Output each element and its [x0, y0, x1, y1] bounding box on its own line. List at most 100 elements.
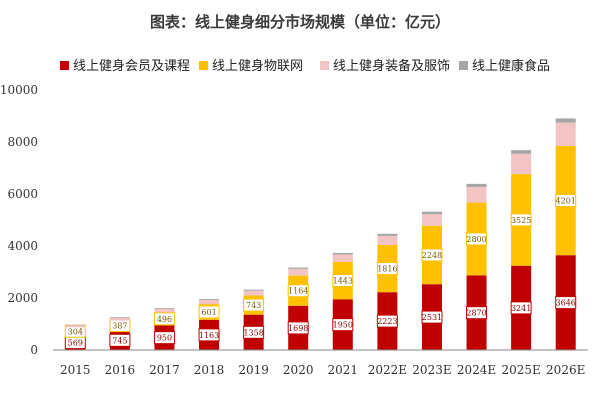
- y-tick-label: 10000: [0, 83, 38, 97]
- plot-area: 569 304 745 387 950 496 1163 601 1358 743 1698 1164…: [64, 118, 577, 350]
- y-tick-label: 4000: [7, 239, 38, 253]
- x-tick-label: 2024E: [457, 363, 496, 377]
- data-label: 1816: [377, 265, 397, 274]
- data-label: 387: [112, 322, 127, 331]
- bar-3-2015: [65, 325, 86, 328]
- data-label-box: [421, 248, 443, 262]
- legend-swatch-3: [320, 61, 329, 70]
- data-label: 3241: [511, 304, 531, 313]
- x-tick-label: 2022E: [368, 363, 407, 377]
- x-tick-label: 2015: [60, 363, 91, 377]
- data-label-box: [466, 306, 488, 320]
- data-label: 1358: [243, 328, 263, 337]
- data-label: 2800: [466, 235, 486, 244]
- data-label: 569: [68, 339, 83, 348]
- data-label: 3646: [556, 299, 576, 308]
- bar-4-2022E: [377, 233, 398, 236]
- data-label: 2870: [466, 309, 486, 318]
- bar-4-2018: [199, 299, 220, 300]
- data-label: 1698: [288, 324, 308, 333]
- legend-swatch-2: [199, 61, 208, 70]
- data-label-box: [243, 325, 265, 339]
- data-label: 1164: [288, 287, 308, 296]
- data-label: 745: [112, 336, 127, 345]
- bar-4-2026E: [555, 118, 576, 123]
- bar-3-2016: [109, 317, 130, 321]
- data-label-box: [198, 328, 220, 342]
- bar-4-2020: [288, 267, 309, 269]
- data-label-box: [153, 331, 175, 345]
- bar-4-2021: [332, 252, 353, 255]
- y-tick-label: 0: [30, 343, 38, 357]
- data-label-box: [153, 312, 175, 326]
- data-label: 743: [246, 301, 261, 310]
- data-label: 2248: [422, 251, 442, 260]
- legend-label-2: 线上健身物联网: [212, 58, 303, 74]
- bar-3-2025E: [511, 153, 532, 175]
- bar-3-2017: [154, 308, 175, 313]
- x-tick-label: 2026E: [546, 363, 585, 377]
- bar-4-2017: [154, 307, 175, 309]
- data-label-box: [555, 296, 577, 310]
- bar-3-2019: [243, 290, 264, 296]
- x-tick-label: 2018: [194, 363, 225, 377]
- bar-4-2024E: [466, 183, 487, 187]
- bar-3-2026E: [555, 122, 576, 146]
- data-label-box: [376, 262, 398, 276]
- x-tick-label: 2025E: [501, 363, 540, 377]
- legend-label-4: 线上健康食品: [472, 58, 550, 74]
- bar-4-2019: [243, 289, 264, 291]
- data-label: 3525: [511, 216, 531, 225]
- data-label: 1163: [199, 331, 219, 340]
- data-label-box: [287, 321, 309, 335]
- y-tick-label: 8000: [7, 135, 38, 149]
- legend-swatch-1: [60, 61, 69, 70]
- data-label-box: [198, 305, 220, 319]
- data-label-box: [243, 298, 265, 312]
- x-axis: 2015 2016 2017 2018 2019 2020 2021 2022E 2023E 20…: [53, 349, 588, 377]
- bar-3-2018: [199, 299, 220, 305]
- bar-3-2020: [288, 268, 309, 276]
- y-axis: 0 2000 4000 6000 8000 10000: [0, 83, 38, 357]
- bar-3-2023E: [421, 214, 442, 226]
- data-label-box: [287, 284, 309, 298]
- x-tick-label: 2016: [105, 363, 136, 377]
- legend-label-3: 线上健身装备及服饰: [333, 58, 450, 74]
- data-label: 601: [201, 308, 216, 317]
- data-label-box: [510, 301, 532, 315]
- data-label: 1950: [333, 321, 353, 330]
- data-label: 496: [157, 315, 172, 324]
- legend: 线上健身会员及课程 线上健身物联网 线上健身装备及服饰 线上健康食品: [60, 58, 550, 74]
- data-label-box: [466, 232, 488, 246]
- bar-3-2021: [332, 254, 353, 262]
- y-tick-label: 6000: [7, 187, 38, 201]
- x-tick-label: 2020: [283, 363, 314, 377]
- x-tick-label: 2023E: [412, 363, 451, 377]
- bar-4-2016: [109, 317, 130, 318]
- data-label-box: [376, 314, 398, 328]
- x-tick-label: 2019: [238, 363, 269, 377]
- data-label: 2531: [422, 313, 442, 322]
- x-tick-label: 2017: [149, 363, 180, 377]
- data-label: 950: [157, 334, 172, 343]
- chart-title: 图表：线上健身细分市场规模（单位：亿元）: [150, 13, 450, 31]
- data-label-box: [421, 310, 443, 324]
- y-tick-label: 2000: [7, 291, 38, 305]
- x-tick-label: 2021: [328, 363, 359, 377]
- legend-label-1: 线上健身会员及课程: [73, 58, 190, 74]
- bar-4-2025E: [511, 150, 532, 154]
- data-label-box: [332, 274, 354, 288]
- data-label: 304: [68, 327, 83, 336]
- data-label-box: [109, 333, 131, 347]
- data-label-box: [332, 318, 354, 332]
- bar-4-2023E: [421, 211, 442, 215]
- data-label-box: [555, 194, 577, 208]
- bar-4-2015: [65, 324, 86, 326]
- bar-3-2022E: [377, 235, 398, 245]
- data-label: 4201: [556, 197, 576, 206]
- data-label-box: [510, 213, 532, 227]
- data-label: 1443: [333, 277, 353, 286]
- bar-3-2024E: [466, 186, 487, 203]
- data-label: 2223: [377, 317, 397, 326]
